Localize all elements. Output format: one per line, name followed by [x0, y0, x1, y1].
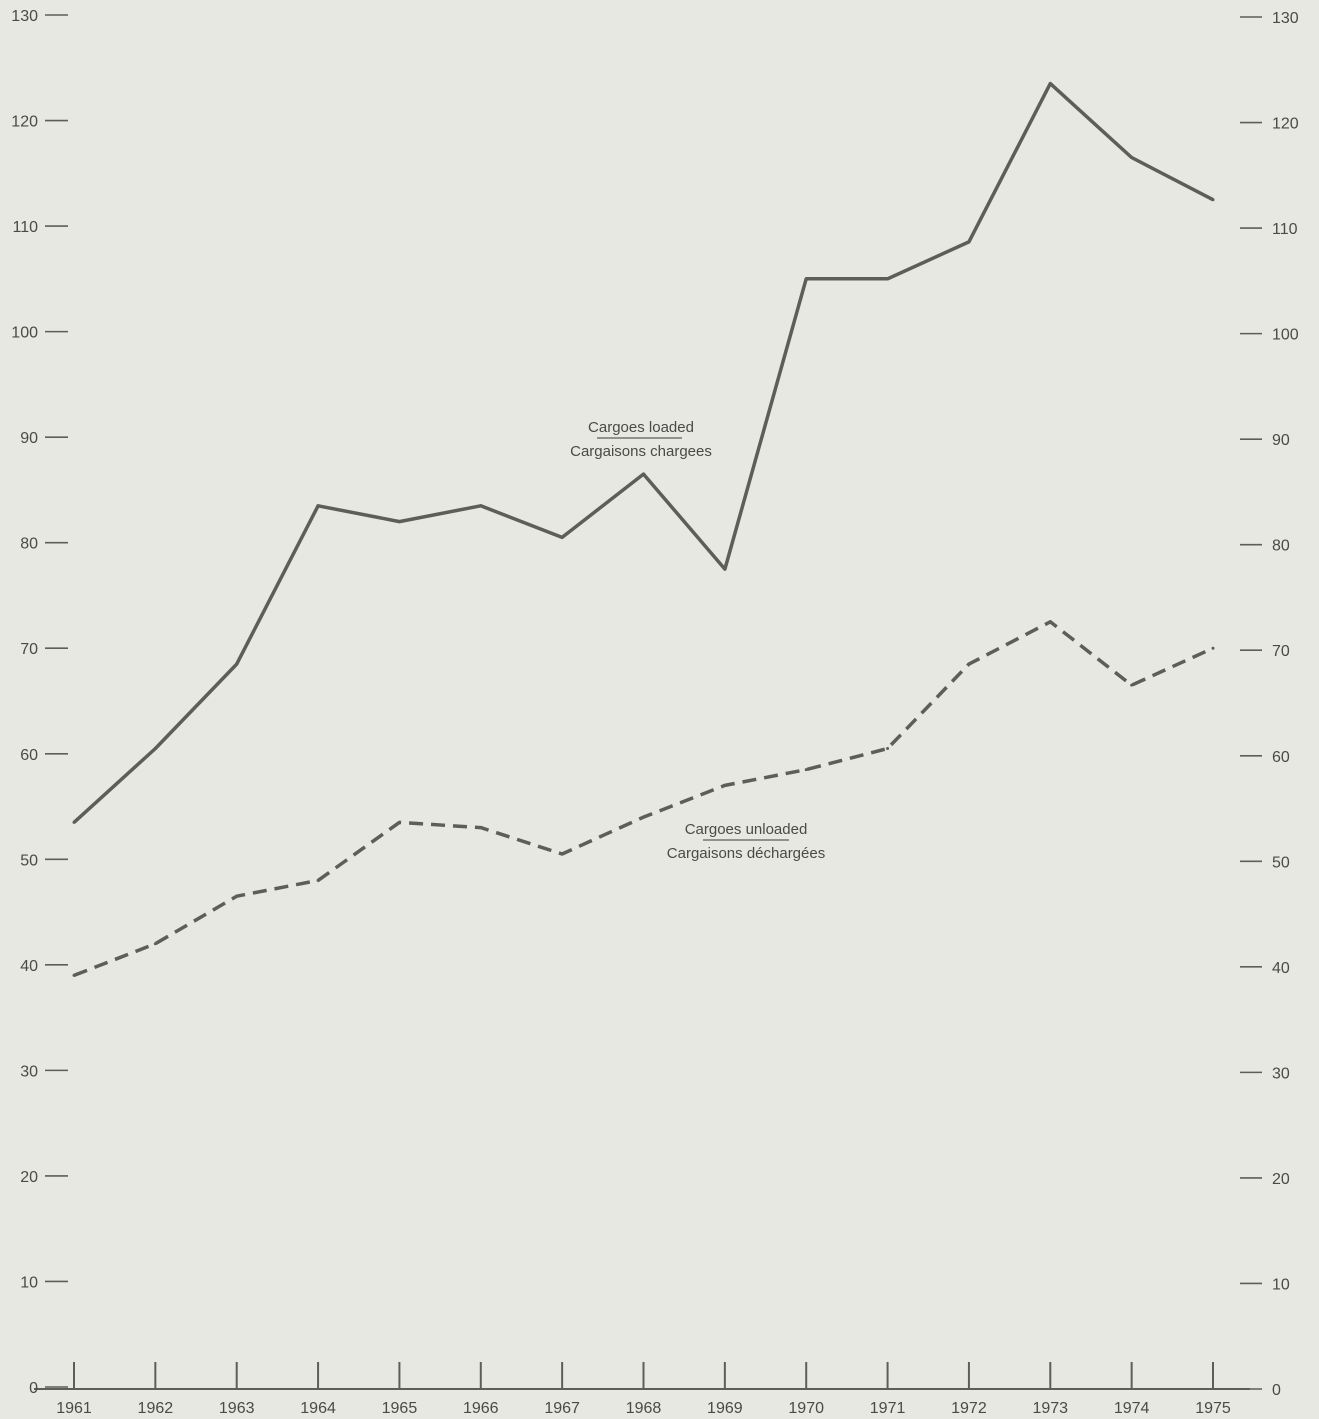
series-group: [72, 81, 1215, 978]
x-tick-label: 1961: [56, 1400, 92, 1417]
data-point: [886, 746, 890, 750]
y-tick-label-right: 120: [1272, 116, 1299, 133]
y-tick-label-left: 30: [20, 1063, 38, 1080]
data-point: [1211, 198, 1215, 202]
data-point: [967, 662, 971, 666]
data-point: [1130, 155, 1134, 159]
data-point: [235, 662, 239, 666]
y-tick-label-left: 100: [11, 325, 38, 342]
y-tick-label-right: 30: [1272, 1065, 1290, 1082]
y-tick-label-left: 60: [20, 747, 38, 764]
series-labels: Cargoes loaded Cargaisons chargees Cargo…: [570, 419, 825, 862]
y-tick-label-right: 70: [1272, 643, 1290, 660]
series-label-unloaded-line2: Cargaisons déchargées: [667, 845, 825, 862]
x-tick-label: 1972: [951, 1400, 987, 1417]
data-point: [72, 973, 76, 977]
data-point: [316, 878, 320, 882]
series-label-unloaded-line1: Cargoes unloaded: [685, 821, 808, 838]
y-tick-label-right: 40: [1272, 960, 1290, 977]
x-tick-label: 1969: [707, 1400, 743, 1417]
y-tick-label-left: 130: [11, 8, 38, 25]
x-tick-label: 1973: [1032, 1400, 1068, 1417]
data-point: [479, 504, 483, 508]
x-tick-label: 1966: [463, 1400, 499, 1417]
data-point: [316, 504, 320, 508]
data-point: [1130, 683, 1134, 687]
series-label-loaded-line1: Cargoes loaded: [588, 419, 694, 436]
data-point: [967, 240, 971, 244]
y-tick-label-left: 120: [11, 114, 38, 131]
x-tick-label: 1965: [382, 1400, 418, 1417]
x-tick-label: 1968: [626, 1400, 662, 1417]
data-point: [560, 535, 564, 539]
data-point: [153, 746, 157, 750]
y-tick-label-right: 10: [1272, 1276, 1290, 1293]
data-point: [1211, 646, 1215, 650]
data-point: [1048, 82, 1052, 86]
data-point: [153, 942, 157, 946]
y-tick-label-right: 80: [1272, 538, 1290, 555]
data-point: [235, 894, 239, 898]
data-point: [723, 783, 727, 787]
data-point: [804, 277, 808, 281]
y-tick-label-left: 10: [20, 1274, 38, 1291]
y-tick-label-right: 110: [1272, 221, 1298, 238]
data-point: [1048, 620, 1052, 624]
x-tick-label: 1962: [138, 1400, 174, 1417]
y-tick-label-left: 0: [29, 1380, 38, 1397]
x-tick-label: 1967: [544, 1400, 580, 1417]
y-tick-label-right: 0: [1272, 1382, 1281, 1399]
y-tick-label-left: 90: [20, 430, 38, 447]
y-tick-label-left: 40: [20, 958, 38, 975]
x-tick-label: 1975: [1195, 1400, 1231, 1417]
x-tick-label: 1963: [219, 1400, 255, 1417]
y-tick-label-right: 130: [1272, 10, 1299, 27]
x-tick-label: 1964: [300, 1400, 336, 1417]
y-tick-label-left: 80: [20, 536, 38, 553]
y-tick-label-right: 50: [1272, 854, 1290, 871]
y-tick-label-left: 70: [20, 641, 38, 658]
y-tick-label-left: 20: [20, 1169, 38, 1186]
x-tick-label: 1971: [870, 1400, 906, 1417]
data-point: [723, 567, 727, 571]
axes: 1961 1962 1963 1964 1965 1966 1967 1968 1969 1970…: [11, 8, 1299, 1417]
y-tick-label-right: 20: [1272, 1171, 1290, 1188]
y-tick-label-right: 90: [1272, 432, 1290, 449]
data-point: [886, 277, 890, 281]
data-point: [560, 852, 564, 856]
data-point: [72, 820, 76, 824]
x-tick-label: 1974: [1114, 1400, 1150, 1417]
data-point: [397, 820, 401, 824]
series-line-unloaded: [73, 620, 1214, 978]
series-label-loaded-line2: Cargaisons chargees: [570, 443, 712, 460]
data-point: [804, 768, 808, 772]
data-point: [479, 826, 483, 830]
y-tick-label-left: 50: [20, 852, 38, 869]
y-tick-label-right: 60: [1272, 749, 1290, 766]
data-point: [642, 815, 645, 819]
data-point: [397, 520, 401, 524]
data-point: [642, 472, 645, 476]
y-tick-label-right: 100: [1272, 327, 1299, 344]
x-tick-label: 1970: [788, 1400, 824, 1417]
y-tick-label-left: 110: [12, 219, 38, 236]
